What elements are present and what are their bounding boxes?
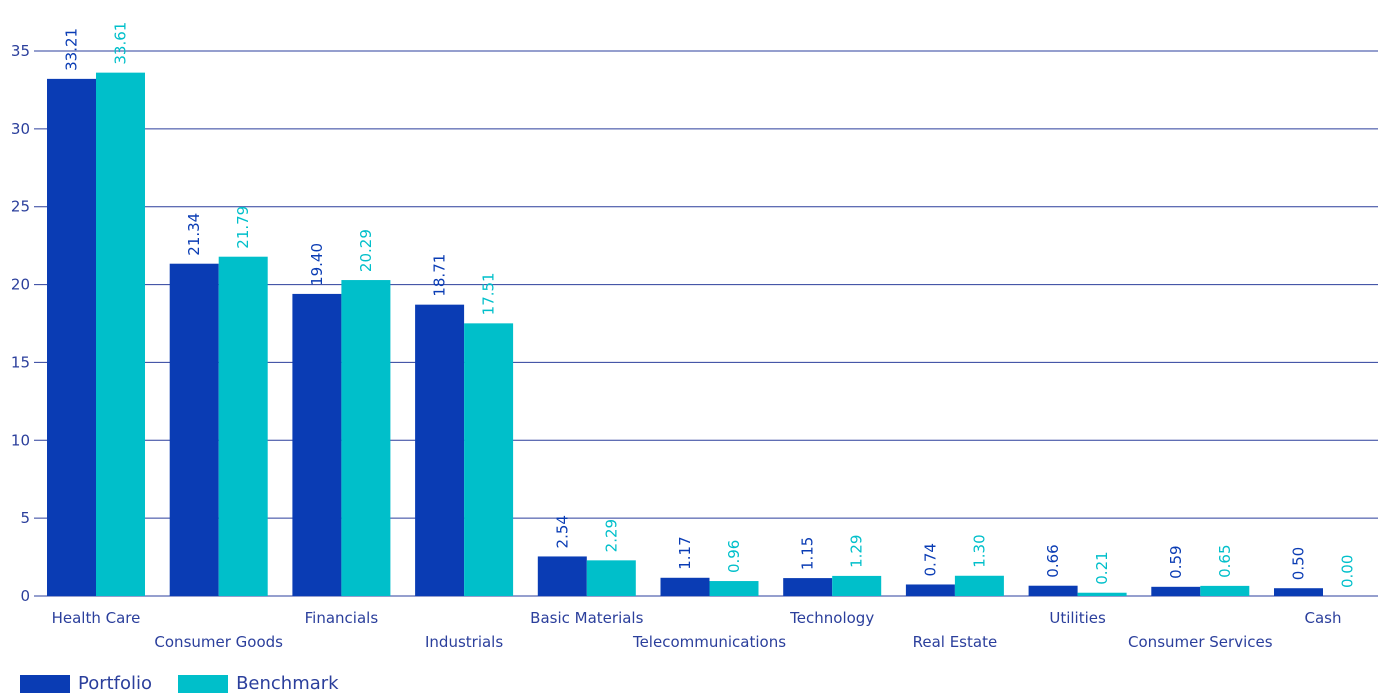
x-category-label: Utilities — [1049, 609, 1106, 627]
data-label-portfolio: 18.71 — [431, 254, 449, 297]
x-category-label: Telecommunications — [632, 633, 786, 651]
x-category-label: Health Care — [52, 609, 141, 627]
legend-item-benchmark: Benchmark — [178, 673, 339, 694]
data-label-portfolio: 0.59 — [1167, 545, 1185, 578]
bar-benchmark — [218, 256, 268, 596]
data-label-benchmark: 1.29 — [848, 535, 866, 568]
data-label-portfolio: 19.40 — [308, 243, 326, 286]
bar-benchmark — [1200, 585, 1250, 596]
bar-portfolio — [1028, 585, 1078, 596]
x-category-label: Industrials — [425, 633, 503, 651]
y-tick-label: 35 — [11, 42, 30, 60]
data-label-benchmark: 33.61 — [112, 22, 130, 65]
data-label-benchmark: 21.79 — [234, 206, 252, 249]
y-tick-label: 15 — [11, 353, 30, 371]
data-label-portfolio: 1.17 — [676, 536, 694, 569]
bar-chart: 0 5 10 15 20 25 30 35 33.21 33.61 Health Care 21.34… — [11, 22, 1378, 651]
bar-portfolio — [537, 556, 587, 596]
x-category-label: Financials — [305, 609, 379, 627]
bar-benchmark — [954, 575, 1004, 596]
bar-benchmark — [464, 323, 514, 596]
legend-label-portfolio: Portfolio — [78, 673, 153, 694]
data-label-benchmark: 0.65 — [1216, 544, 1234, 577]
data-label-benchmark: 17.51 — [480, 272, 498, 315]
x-category-label: Real Estate — [913, 633, 998, 651]
data-label-benchmark: 20.29 — [357, 229, 375, 272]
data-label-benchmark: 2.29 — [602, 519, 620, 552]
legend: Portfolio Benchmark — [20, 673, 365, 694]
y-tick-label: 25 — [11, 198, 30, 216]
x-category-label: Consumer Goods — [154, 633, 283, 651]
y-tick-label: 0 — [20, 587, 30, 605]
bar-portfolio — [783, 578, 833, 596]
data-label-portfolio: 33.21 — [63, 28, 81, 71]
legend-label-benchmark: Benchmark — [236, 673, 339, 694]
data-label-portfolio: 2.54 — [553, 515, 571, 548]
y-tick-label: 10 — [11, 431, 30, 449]
data-label-portfolio: 0.74 — [921, 543, 939, 576]
y-tick-label: 20 — [11, 276, 30, 294]
bar-portfolio — [169, 263, 219, 596]
bar-benchmark — [709, 581, 759, 596]
x-category-label: Technology — [789, 609, 874, 627]
data-label-portfolio: 21.34 — [185, 213, 203, 256]
legend-swatch-portfolio — [20, 674, 70, 693]
x-category-label: Consumer Services — [1128, 633, 1273, 651]
data-label-portfolio: 0.66 — [1044, 544, 1062, 577]
y-tick-label: 5 — [20, 509, 30, 527]
legend-item-portfolio: Portfolio — [20, 673, 152, 694]
bar-portfolio — [292, 293, 342, 596]
y-tick-label: 30 — [11, 120, 30, 138]
bar-portfolio — [660, 577, 710, 596]
bar-portfolio — [1151, 586, 1201, 596]
data-label-benchmark: 0.00 — [1339, 555, 1357, 588]
bar-benchmark — [586, 560, 636, 596]
data-label-portfolio: 0.50 — [1290, 547, 1308, 580]
bar-benchmark — [96, 72, 145, 596]
x-category-label: Basic Materials — [530, 609, 643, 627]
x-category-label: Cash — [1305, 609, 1342, 627]
bar-benchmark — [832, 575, 882, 596]
bar-portfolio — [905, 584, 955, 596]
data-label-benchmark: 1.30 — [970, 534, 988, 567]
data-label-portfolio: 1.15 — [799, 537, 817, 570]
bar-benchmark — [341, 280, 391, 596]
bar-portfolio — [1274, 588, 1323, 596]
bar-benchmark — [1077, 592, 1127, 596]
data-label-benchmark: 0.96 — [725, 540, 743, 573]
bar-portfolio — [47, 78, 96, 596]
data-label-benchmark: 0.21 — [1093, 551, 1111, 584]
bar-portfolio — [415, 304, 465, 596]
legend-swatch-benchmark — [178, 674, 229, 693]
